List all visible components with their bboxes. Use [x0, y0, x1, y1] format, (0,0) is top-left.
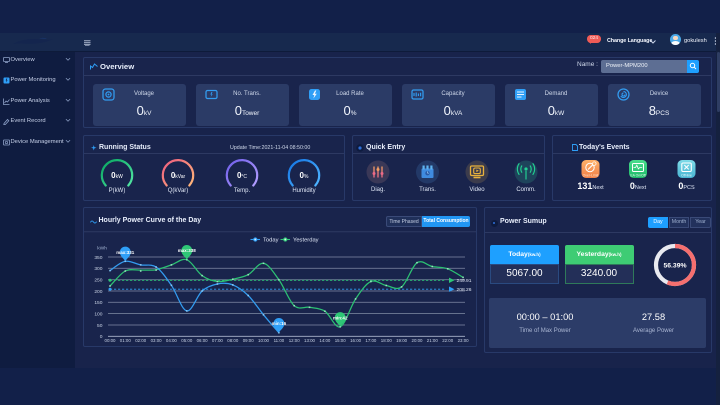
svg-text:Over-Limit: Over-Limit	[583, 174, 599, 178]
svg-text:131Next: 131Next	[577, 181, 604, 191]
svg-text:Off-line: Off-line	[681, 174, 692, 178]
svg-text:Humidity: Humidity	[292, 188, 315, 194]
svg-text:Trans.: Trans.	[419, 187, 436, 193]
svg-text:0°C: 0°C	[237, 171, 247, 180]
svg-text:0kW: 0kW	[111, 171, 123, 180]
svg-text:0kVar: 0kVar	[171, 171, 186, 180]
svg-text:Temp.: Temp.	[234, 188, 251, 194]
svg-text:P(kW): P(kW)	[109, 188, 126, 194]
svg-text:Q(kVar): Q(kVar)	[168, 188, 189, 194]
svg-text:Video: Video	[469, 187, 485, 193]
svg-text:EA On/Off: EA On/Off	[630, 174, 645, 178]
svg-text:56.39%: 56.39%	[663, 263, 686, 270]
svg-text:Diag.: Diag.	[371, 187, 385, 193]
svg-text:Comm.: Comm.	[516, 187, 536, 193]
svg-text:0PCS: 0PCS	[678, 181, 695, 191]
svg-text:0Next: 0Next	[630, 181, 647, 191]
svg-text:0%: 0%	[300, 171, 309, 180]
